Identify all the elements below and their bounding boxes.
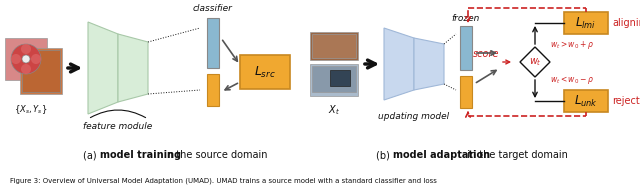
Text: model adaptation: model adaptation (393, 150, 490, 160)
Circle shape (21, 44, 31, 54)
Bar (207, 74, 219, 106)
Text: classifier: classifier (193, 4, 233, 13)
Text: $\{X_s,Y_s\}$: $\{X_s,Y_s\}$ (14, 103, 48, 116)
Circle shape (11, 54, 21, 64)
Text: $L_{src}$: $L_{src}$ (254, 65, 276, 79)
Bar (240, 55, 290, 89)
Circle shape (22, 55, 30, 63)
Text: aligning: aligning (612, 18, 640, 28)
Circle shape (11, 44, 41, 74)
Bar (310, 64, 358, 96)
Bar (312, 34, 356, 58)
Text: Figure 3: Overview of Universal Model Adaptation (UMAD). UMAD trains a source mo: Figure 3: Overview of Universal Model Ad… (10, 178, 437, 185)
Bar (310, 32, 358, 60)
Polygon shape (118, 34, 148, 102)
Bar (20, 48, 62, 94)
Text: model training: model training (100, 150, 181, 160)
Text: rejecting: rejecting (612, 96, 640, 106)
Bar (564, 90, 608, 112)
Bar (460, 26, 472, 70)
Circle shape (21, 64, 31, 74)
Text: $X_t$: $X_t$ (328, 103, 340, 117)
Bar (5, 38, 47, 80)
Text: $L_{lmi}$: $L_{lmi}$ (575, 15, 596, 31)
Text: (a): (a) (83, 150, 100, 160)
Text: $w_t < w_0 - \rho$: $w_t < w_0 - \rho$ (550, 74, 594, 86)
Bar (460, 76, 472, 108)
Text: score: score (472, 49, 499, 59)
Text: feature module: feature module (83, 122, 152, 131)
Text: (b): (b) (376, 150, 393, 160)
Text: frozen: frozen (452, 14, 480, 23)
Polygon shape (384, 28, 414, 100)
Circle shape (31, 54, 41, 64)
Text: in the source domain: in the source domain (161, 150, 268, 160)
Bar (330, 70, 350, 86)
Polygon shape (520, 47, 550, 77)
Bar (207, 18, 219, 68)
Polygon shape (88, 22, 118, 114)
Bar (564, 12, 608, 34)
Text: $w_t > w_0 + \rho$: $w_t > w_0 + \rho$ (550, 39, 594, 51)
Text: $w_t$: $w_t$ (529, 56, 541, 68)
Text: in the target domain: in the target domain (464, 150, 568, 160)
Polygon shape (414, 38, 444, 90)
Text: $L_{unk}$: $L_{unk}$ (574, 94, 598, 108)
Bar (312, 66, 356, 92)
Text: updating model: updating model (378, 112, 449, 121)
Bar (22, 50, 60, 92)
